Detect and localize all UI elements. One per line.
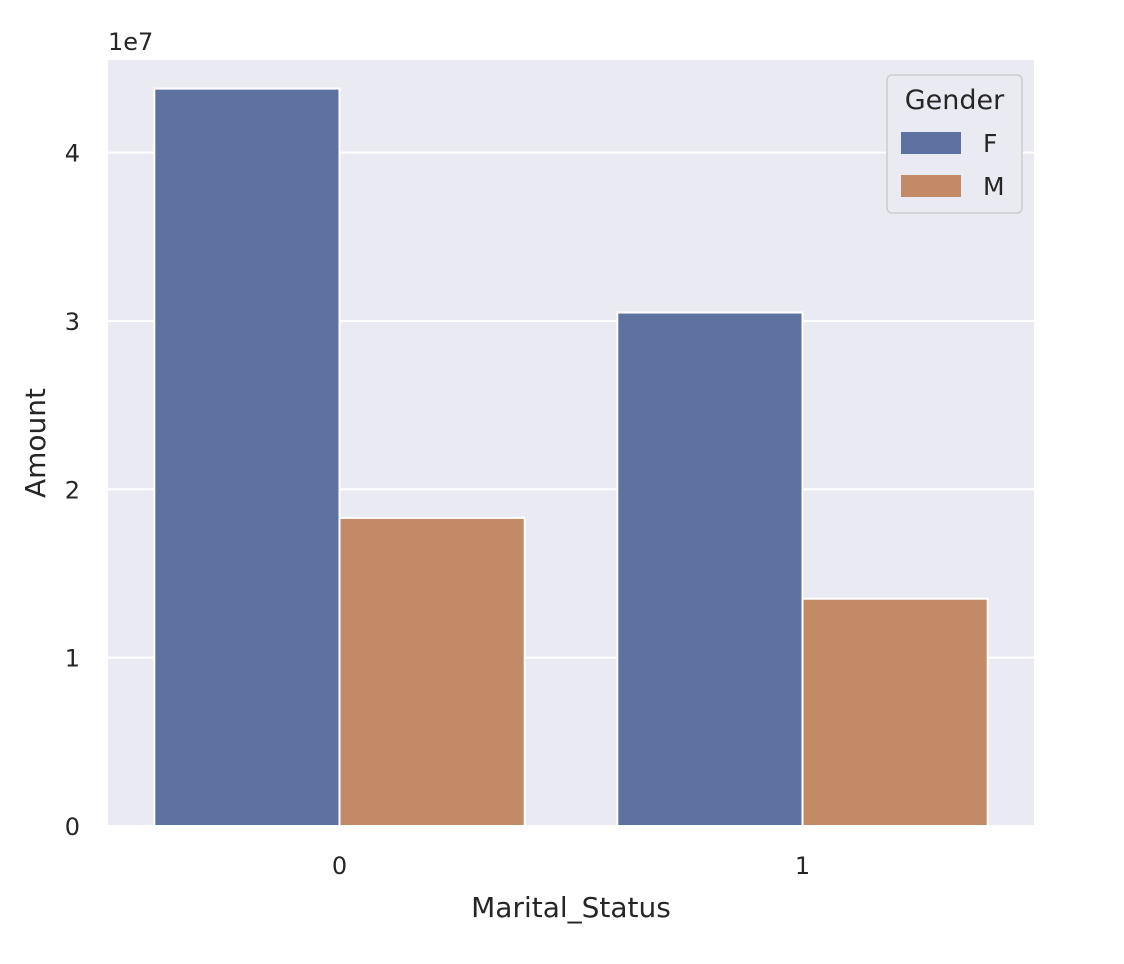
y-tick-label: 4: [65, 140, 80, 168]
y-axis-offset-label: 1e7: [108, 28, 153, 56]
y-axis-label: Amount: [19, 388, 52, 498]
x-tick-label: 0: [332, 852, 347, 880]
legend-label-F: F: [983, 129, 997, 158]
y-tick-label: 2: [65, 476, 80, 504]
legend-swatch-M: [901, 175, 961, 197]
legend-title: Gender: [905, 85, 1005, 116]
y-axis-ticks: 0 1 2 3 4: [65, 140, 80, 841]
bars: [153, 87, 989, 828]
legend-label-M: M: [983, 172, 1005, 201]
bar-M-0: [338, 516, 526, 828]
x-tick-label: 1: [795, 852, 810, 880]
bar-F-1: [616, 311, 804, 827]
y-tick-label: 1: [65, 645, 80, 673]
legend: Gender FM: [886, 74, 1023, 214]
x-axis-label: Marital_Status: [471, 891, 671, 924]
y-tick-label: 3: [65, 308, 80, 336]
legend-items: FM: [901, 129, 1005, 201]
bar-F-0: [153, 87, 341, 828]
y-tick-label: 0: [65, 813, 80, 841]
bar-M-1: [801, 597, 989, 827]
legend-swatch-F: [901, 132, 961, 154]
